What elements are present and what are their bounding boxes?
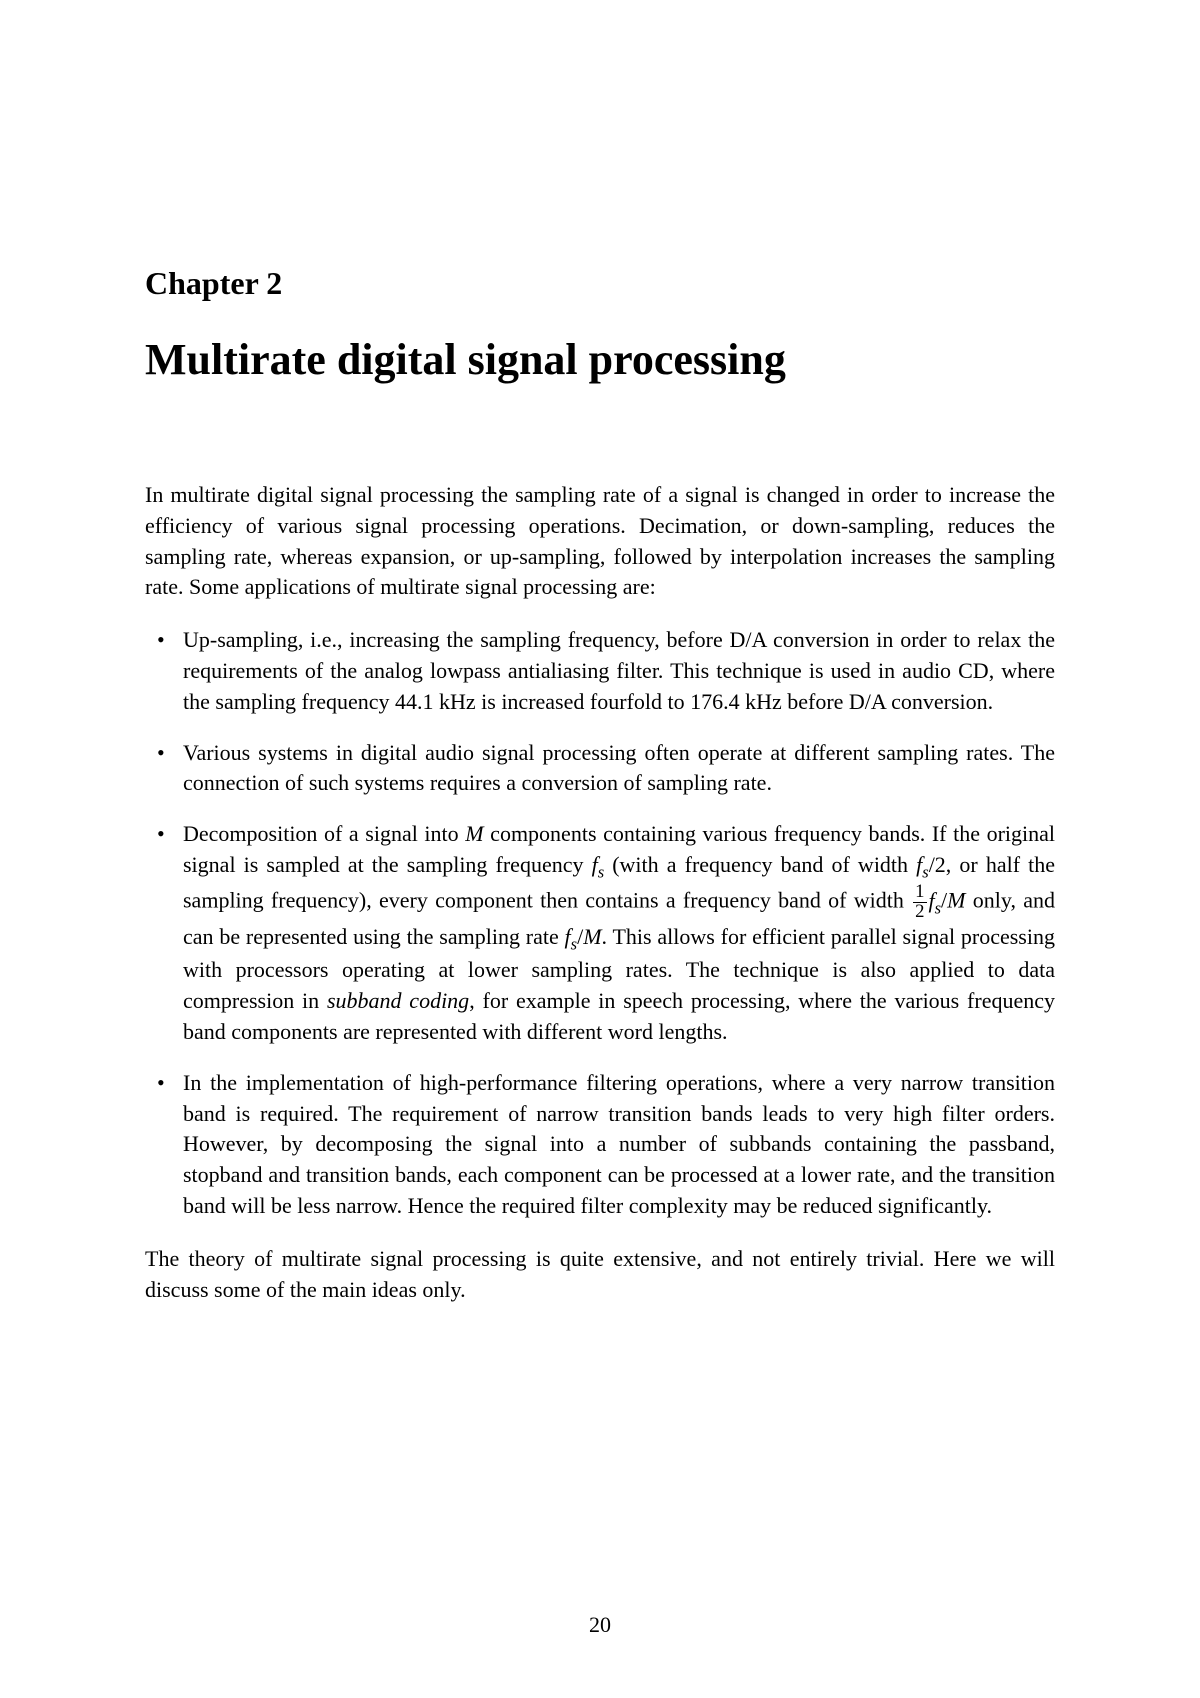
bullet-item: In the implementation of high-performanc… xyxy=(183,1068,1055,1222)
closing-paragraph: The theory of multirate signal processin… xyxy=(145,1244,1055,1306)
chapter-label: Chapter 2 xyxy=(145,265,1055,302)
page-number: 20 xyxy=(589,1612,611,1638)
intro-paragraph: In multirate digital signal processing t… xyxy=(145,480,1055,603)
bullet-item: Various systems in digital audio signal … xyxy=(183,738,1055,800)
bullet-item: Decomposition of a signal into M compone… xyxy=(183,819,1055,1048)
chapter-title: Multirate digital signal processing xyxy=(145,334,1055,385)
bullet-item: Up-sampling, i.e., increasing the sampli… xyxy=(183,625,1055,717)
bullet-list: Up-sampling, i.e., increasing the sampli… xyxy=(145,625,1055,1222)
